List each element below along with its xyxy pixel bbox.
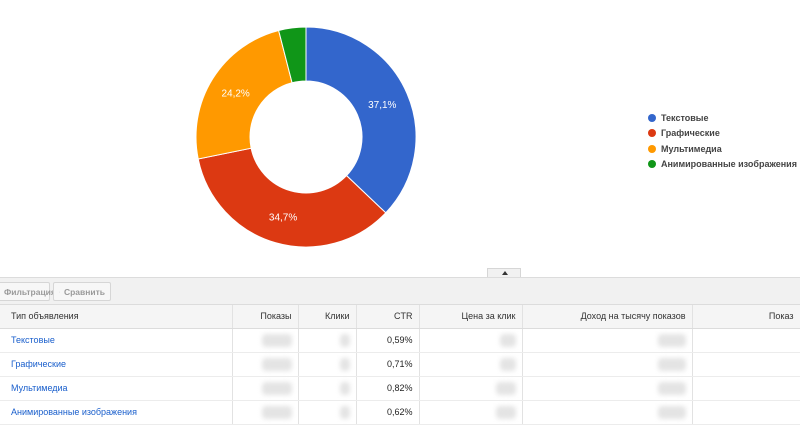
ad-type-cell: Графические — [0, 352, 233, 377]
compare-button[interactable]: Сравнить — [53, 282, 111, 301]
redacted-value — [657, 405, 686, 419]
redacted-value — [339, 333, 350, 347]
filter-button[interactable]: Фильтрация — [0, 282, 56, 301]
rpm-cell — [522, 400, 693, 425]
redacted-value — [339, 381, 350, 395]
legend-item-animated[interactable]: Анимированные изображения — [648, 157, 797, 173]
cpc-cell — [419, 376, 523, 401]
column-header-impressions[interactable]: Показы — [232, 305, 299, 329]
rpm-cell — [522, 376, 693, 401]
donut-chart: 37,1% 34,7% 24,2% — [195, 26, 417, 248]
cpc-cell — [419, 352, 523, 377]
redacted-value — [261, 357, 292, 371]
legend-label: Графические — [661, 128, 720, 139]
cpc-cell — [419, 400, 523, 425]
redacted-value — [657, 381, 686, 395]
collapse-chart-toggle[interactable] — [487, 268, 521, 277]
table-toolbar: Фильтрация Сравнить — [0, 277, 800, 305]
table-row: Анимированные изображения 0,62% — [0, 400, 800, 425]
ad-type-link[interactable]: Мультимедиа — [11, 383, 68, 393]
clicks-cell — [298, 400, 357, 425]
redacted-value — [339, 405, 350, 419]
rpm-cell — [522, 352, 693, 377]
legend-item-multimedia[interactable]: Мультимедиа — [648, 141, 797, 157]
legend-item-image[interactable]: Графические — [648, 126, 797, 142]
redacted-value — [261, 405, 292, 419]
redacted-value — [495, 405, 516, 419]
slice-text[interactable] — [305, 26, 417, 214]
ad-type-chart: 37,1% 34,7% 24,2% Текстовые Графические Му… — [195, 26, 797, 248]
filter-button-label: Фильтрация — [4, 286, 56, 297]
ctr-cell: 0,59% — [356, 328, 420, 353]
column-header-cpc[interactable]: Цена за клик — [419, 305, 523, 329]
ad-type-cell: Текстовые — [0, 328, 233, 353]
ad-type-link[interactable]: Текстовые — [11, 335, 55, 345]
compare-button-label: Сравнить — [63, 286, 105, 297]
legend-item-text[interactable]: Текстовые — [648, 110, 797, 126]
redacted-value — [499, 333, 516, 347]
ad-type-link[interactable]: Анимированные изображения — [11, 407, 137, 417]
impressions-cell — [232, 376, 299, 401]
table-row: Графические 0,71% — [0, 352, 800, 377]
slice-animated[interactable] — [278, 26, 307, 84]
ctr-cell: 0,71% — [356, 352, 420, 377]
impressions-cell — [232, 400, 299, 425]
cpc-cell — [419, 328, 523, 353]
redacted-value — [339, 357, 350, 371]
redacted-value — [657, 357, 686, 371]
ctr-cell: 0,82% — [356, 376, 420, 401]
impressions-2-cell — [692, 400, 800, 425]
legend-dot — [648, 160, 656, 169]
column-header-impressions-2[interactable]: Показ — [692, 305, 800, 329]
redacted-value — [495, 381, 516, 395]
impressions-cell — [232, 328, 299, 353]
redacted-value — [261, 333, 292, 347]
ad-type-cell: Анимированные изображения — [0, 400, 233, 425]
rpm-cell — [522, 328, 693, 353]
ad-type-table: Тип объявления Показы Клики CTR Цена за … — [0, 305, 800, 425]
redacted-value — [261, 381, 292, 395]
column-header-ctr[interactable]: CTR — [356, 305, 420, 329]
redacted-value — [499, 357, 516, 371]
impressions-2-cell — [692, 328, 800, 353]
chart-legend: Текстовые Графические Мультимедиа Анимир… — [648, 110, 797, 172]
table-row: Мультимедиа 0,82% — [0, 376, 800, 401]
slice-image[interactable] — [197, 147, 387, 248]
slice-multimedia[interactable] — [195, 29, 293, 160]
legend-label: Текстовые — [661, 112, 709, 123]
slice-value-label: 37,1% — [368, 100, 396, 111]
table-header-row: Тип объявления Показы Клики CTR Цена за … — [0, 305, 800, 329]
impressions-2-cell — [692, 376, 800, 401]
ad-type-cell: Мультимедиа — [0, 376, 233, 401]
slice-value-label: 24,2% — [221, 88, 249, 99]
column-header-ad-type[interactable]: Тип объявления — [0, 305, 233, 329]
impressions-2-cell — [692, 352, 800, 377]
legend-label: Мультимедиа — [661, 143, 722, 154]
column-header-clicks[interactable]: Клики — [298, 305, 357, 329]
slice-value-label: 34,7% — [269, 212, 297, 223]
legend-dot — [648, 113, 656, 122]
impressions-cell — [232, 352, 299, 377]
legend-dot — [648, 144, 656, 153]
legend-label: Анимированные изображения — [661, 159, 797, 170]
clicks-cell — [298, 328, 357, 353]
clicks-cell — [298, 376, 357, 401]
clicks-cell — [298, 352, 357, 377]
legend-dot — [648, 129, 656, 138]
redacted-value — [657, 333, 686, 347]
line-chart-icon — [59, 291, 60, 292]
table-row: Текстовые 0,59% — [0, 328, 800, 353]
column-header-rpm[interactable]: Доход на тысячу показов — [522, 305, 693, 329]
chevron-up-icon — [502, 271, 508, 275]
ad-type-link[interactable]: Графические — [11, 359, 66, 369]
ctr-cell: 0,62% — [356, 400, 420, 425]
